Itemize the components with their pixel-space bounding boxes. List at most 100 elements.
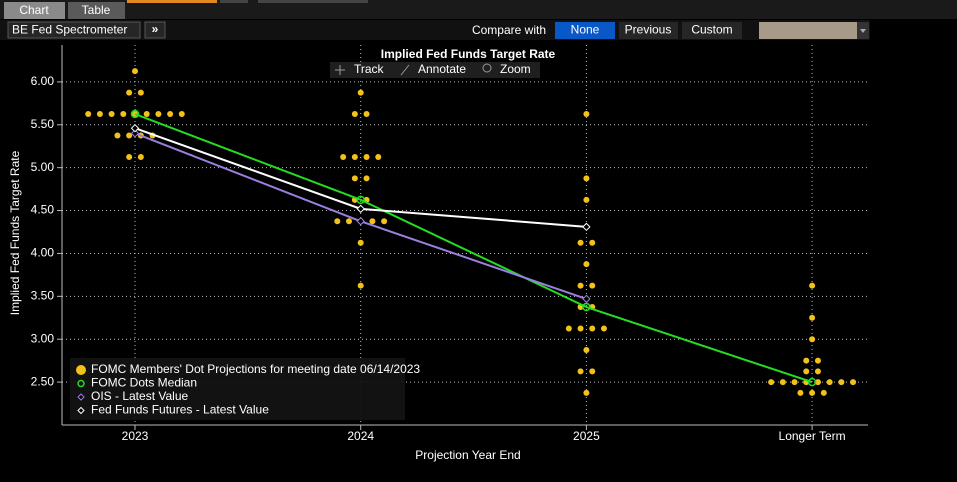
diamond-marker [582, 222, 591, 232]
zoom-icon [482, 63, 492, 73]
dot [565, 325, 572, 332]
median-marker [807, 377, 817, 387]
dot [351, 153, 358, 160]
dot [137, 153, 144, 160]
dot [108, 111, 115, 118]
x-tick-label: Longer Term [779, 429, 846, 443]
dot [334, 218, 341, 225]
tab-accent [258, 0, 368, 3]
dot [791, 379, 798, 386]
dot [363, 153, 370, 160]
y-tick-label: 3.50 [31, 289, 55, 303]
diamond-marker [582, 294, 591, 304]
legend-label: FOMC Dots Median [91, 376, 197, 390]
tool[interactable]: Track [354, 62, 385, 76]
x-axis-title: Projection Year End [415, 448, 520, 462]
diamond-marker [130, 129, 140, 138]
tool[interactable]: Zoom [500, 62, 531, 76]
dot [826, 379, 833, 386]
y-tick-label: 4.00 [31, 246, 55, 260]
legend-marker [77, 406, 85, 415]
y-tick-label: 2.50 [31, 374, 55, 388]
tab-label[interactable]: Chart [19, 3, 49, 17]
dot [809, 314, 816, 321]
median-marker [582, 302, 591, 312]
dot [96, 111, 103, 118]
function-box[interactable] [7, 21, 141, 39]
dot [768, 379, 775, 386]
compare-button[interactable] [682, 22, 742, 39]
compare-label: Compare with [472, 23, 546, 37]
dot [167, 111, 174, 118]
dot [583, 389, 590, 396]
dropdown[interactable] [759, 22, 857, 39]
legend-label: FOMC Members' Dot Projections for meetin… [91, 362, 420, 376]
tab[interactable] [4, 2, 65, 19]
x-tick-label: 2023 [122, 429, 149, 443]
compare-button[interactable] [619, 22, 678, 39]
y-tick-label: 5.50 [31, 117, 55, 131]
dot [583, 261, 590, 268]
dot [137, 89, 144, 96]
dot [589, 239, 596, 246]
compare-option[interactable]: Previous [625, 23, 672, 37]
dot [809, 389, 816, 396]
y-tick-label: 6.00 [31, 74, 55, 88]
dot [803, 357, 810, 364]
tool-strip [330, 62, 540, 78]
expand-label[interactable]: » [152, 22, 159, 36]
tab-accent [220, 0, 248, 3]
dot [797, 389, 804, 396]
dot [114, 132, 121, 139]
dot [820, 389, 827, 396]
dot [577, 239, 584, 246]
dot [589, 282, 596, 289]
dot [346, 218, 352, 225]
dot [809, 282, 816, 289]
compare-option[interactable]: Custom [691, 23, 732, 37]
dot [155, 111, 162, 118]
x-tick-label: 2025 [573, 429, 600, 443]
legend-marker [77, 393, 85, 401]
dot [375, 153, 382, 160]
compare-option[interactable]: None [571, 23, 600, 37]
median-marker [130, 109, 140, 119]
annotate-icon [400, 64, 410, 76]
dot [351, 111, 358, 118]
dot [779, 379, 786, 386]
dot [814, 379, 821, 386]
y-tick-label: 3.00 [31, 331, 55, 345]
dot [814, 368, 821, 375]
dot [120, 111, 127, 118]
function-name[interactable]: BE Fed Spectrometer [12, 23, 127, 37]
chart-title: Implied Fed Funds Target Rate [381, 47, 556, 61]
y-axis-title: Implied Fed Funds Target Rate [8, 150, 22, 315]
x-tick-label: 2024 [347, 429, 374, 443]
dot [583, 346, 590, 353]
dot [583, 196, 590, 203]
track-icon [335, 65, 345, 75]
dot [600, 325, 607, 332]
legend-marker [76, 365, 86, 375]
legend-marker [77, 379, 85, 388]
tool[interactable]: Annotate [418, 62, 466, 76]
dot [838, 379, 845, 386]
tab[interactable] [68, 2, 125, 19]
expand-button[interactable] [144, 21, 166, 39]
dot [814, 357, 821, 364]
diamond-marker [356, 217, 365, 226]
legend-label: OIS - Latest Value [91, 389, 188, 403]
tab-label[interactable]: Table [82, 3, 111, 17]
dot [126, 153, 133, 160]
dot [357, 239, 364, 246]
median-marker [356, 195, 365, 205]
dot [85, 111, 92, 118]
tab-accent [127, 0, 217, 3]
dot [363, 111, 370, 118]
dot [589, 368, 596, 375]
dot [143, 111, 150, 118]
dot [340, 153, 347, 160]
compare-button[interactable] [555, 22, 615, 39]
tab-bar [0, 0, 957, 19]
